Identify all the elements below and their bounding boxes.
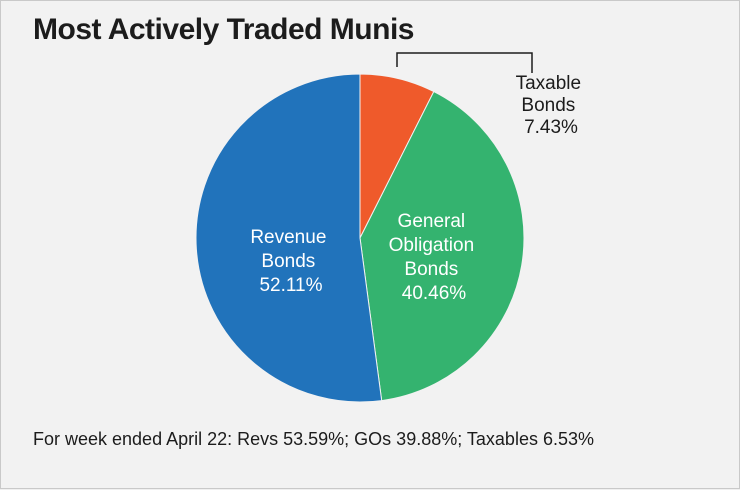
slice-label-revenue: Revenue Bonds 52.11% — [250, 227, 331, 296]
pie-slice-revenue — [195, 73, 383, 403]
label-line: Taxable — [516, 73, 582, 94]
label-value: 7.43% — [524, 117, 578, 138]
label-value: 52.11% — [259, 275, 322, 296]
slice-label-general-obligation: General Obligation Bonds 40.46% — [389, 211, 480, 304]
chart-footnote: For week ended April 22: Revs 53.59%; GO… — [33, 429, 594, 449]
label-value: 40.46% — [402, 283, 467, 304]
label-line: General — [398, 211, 466, 232]
label-line: Bonds — [261, 251, 315, 272]
label-line: Obligation — [389, 235, 475, 256]
slice-label-taxable: Taxable Bonds 7.43% — [516, 73, 587, 138]
pie-slice-general-obligation — [359, 90, 525, 402]
taxable-leader-line — [396, 52, 533, 73]
label-line: Bonds — [521, 95, 575, 116]
chart-title: Most Actively Traded Munis — [33, 13, 414, 46]
label-line: Revenue — [250, 227, 326, 248]
label-line: Bonds — [404, 259, 458, 280]
